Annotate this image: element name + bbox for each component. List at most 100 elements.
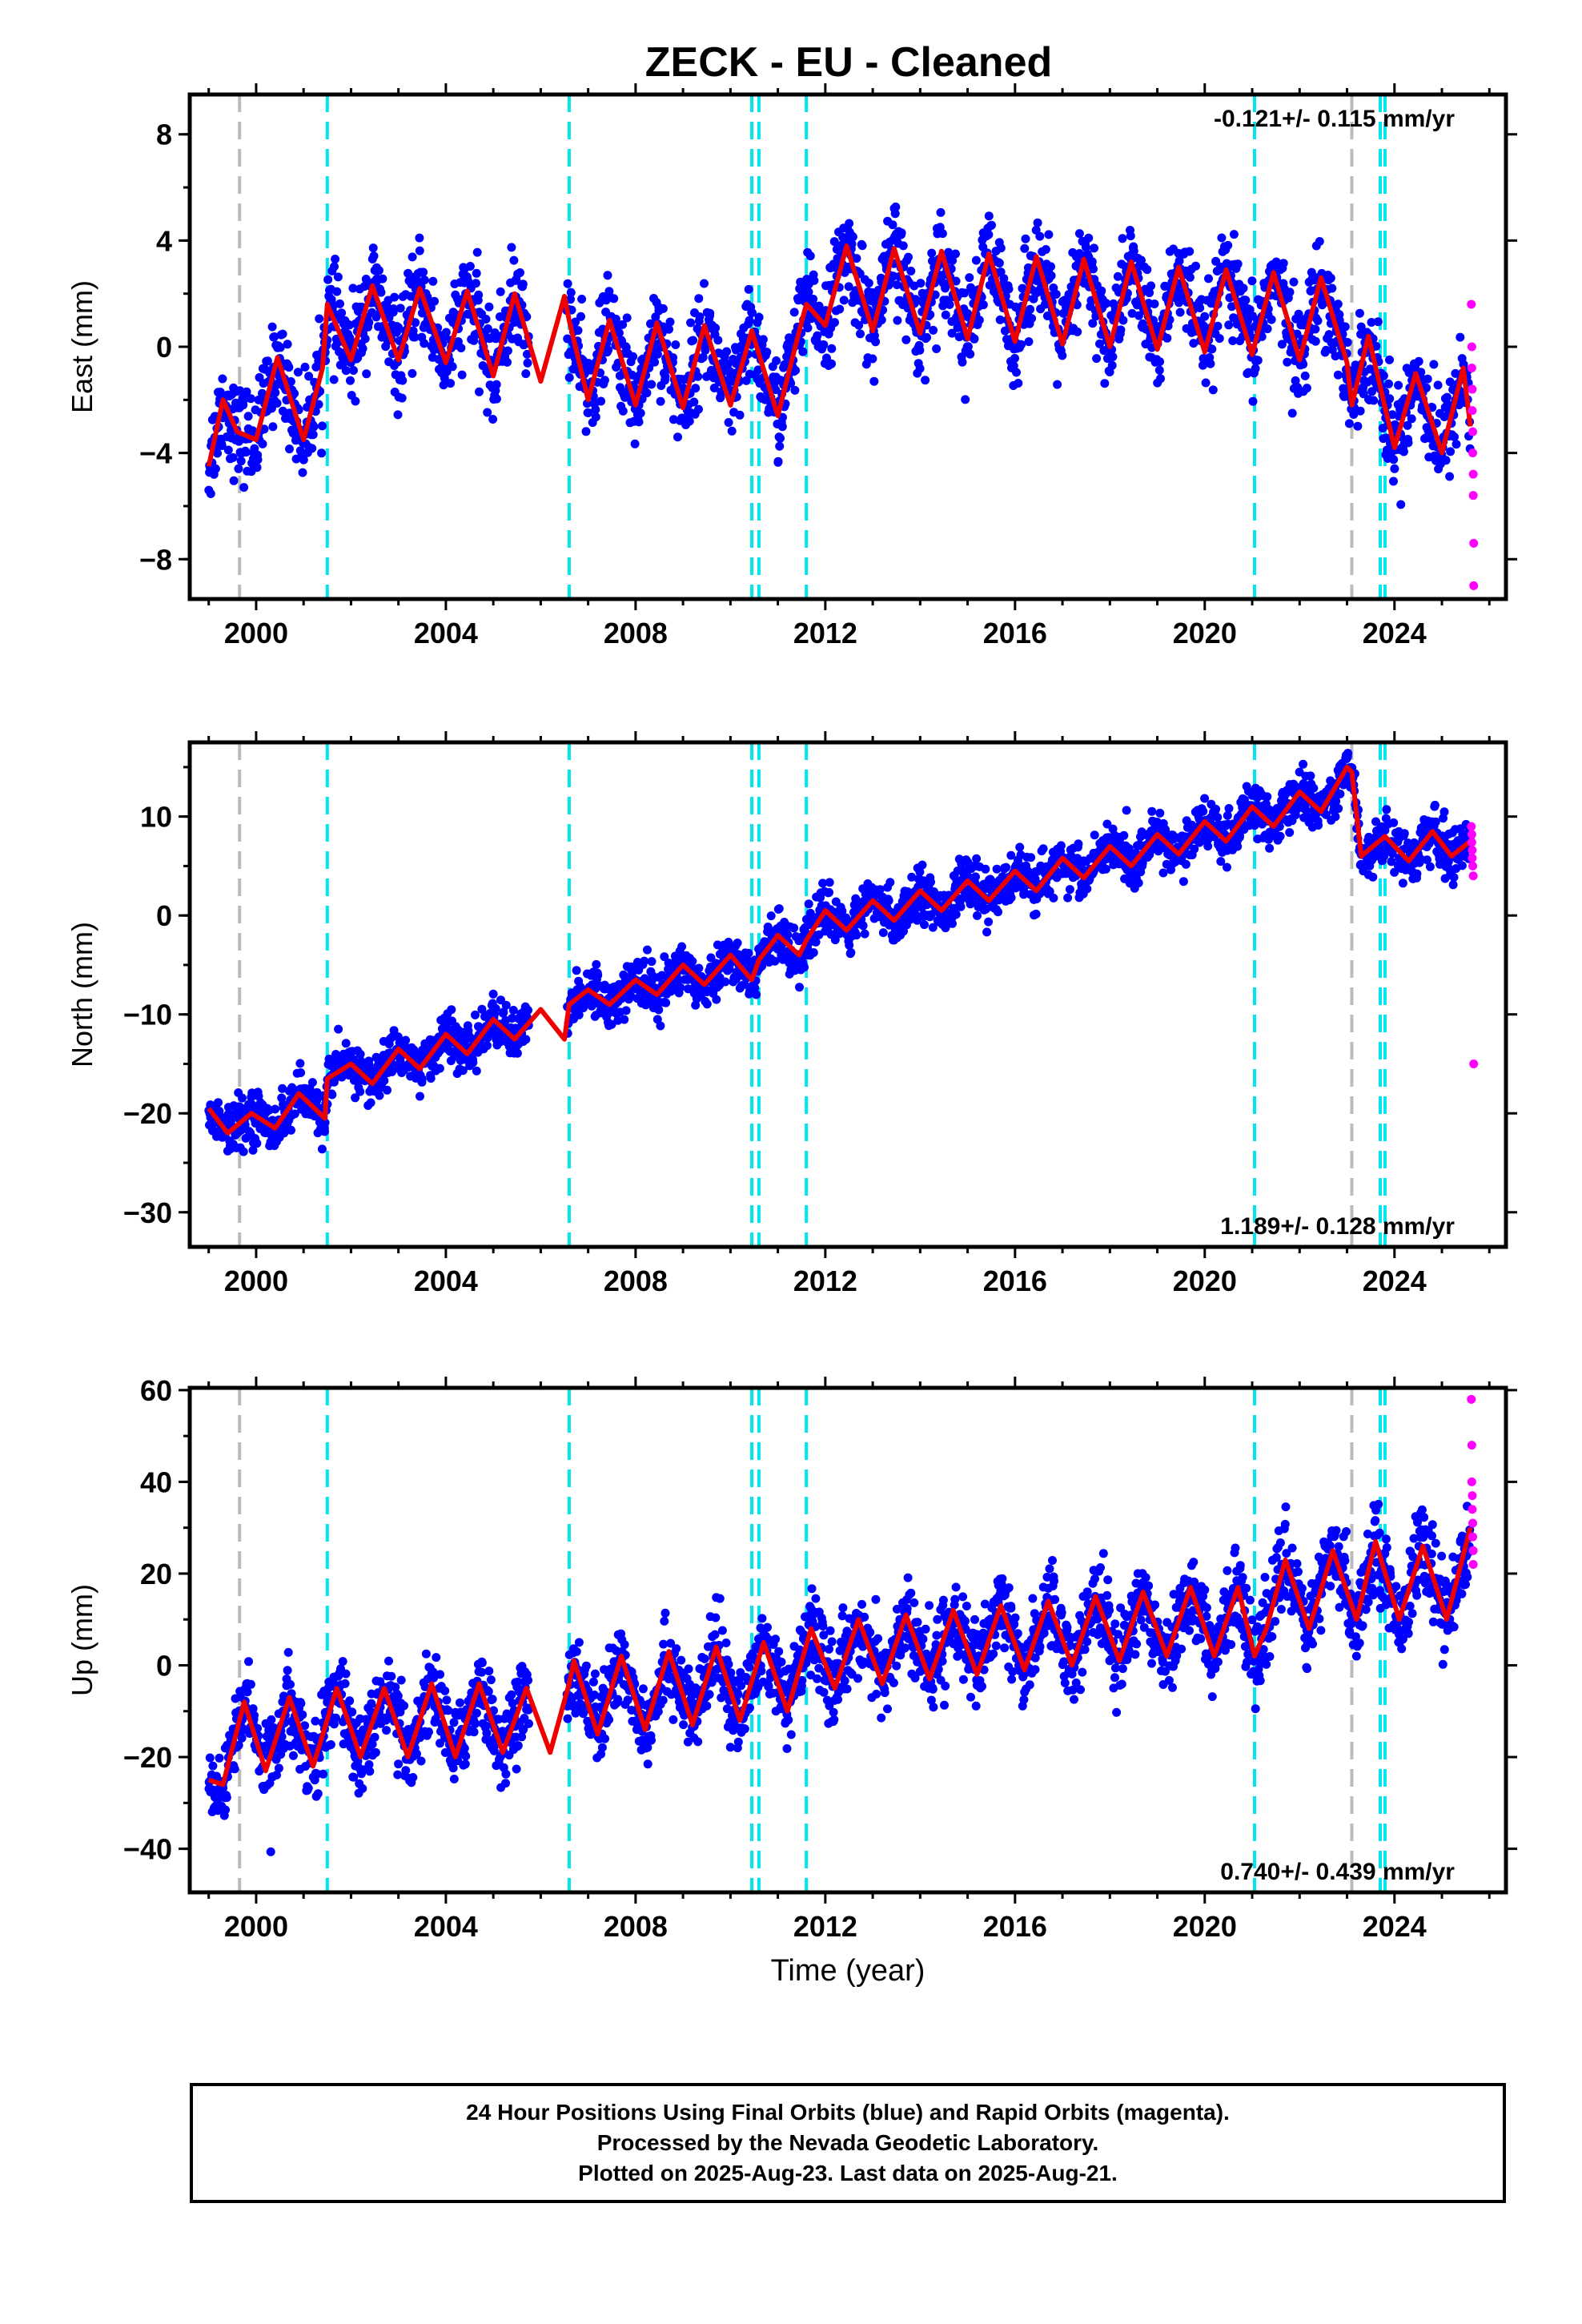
final-orbit-point xyxy=(271,388,280,397)
x-tick-label: 2008 xyxy=(604,617,668,649)
final-orbit-point xyxy=(906,267,916,275)
final-orbit-point xyxy=(915,867,925,877)
final-orbit-point xyxy=(825,887,833,897)
final-orbit-point xyxy=(290,1109,299,1119)
final-orbit-point xyxy=(978,300,988,310)
final-orbit-point xyxy=(307,444,317,453)
final-orbit-point xyxy=(1200,794,1210,803)
final-orbit-point xyxy=(396,304,405,313)
final-orbit-point xyxy=(1309,783,1319,793)
final-orbit-point xyxy=(1046,262,1055,271)
final-orbit-point xyxy=(1108,352,1118,361)
final-orbit-point xyxy=(235,386,245,396)
final-orbit-point xyxy=(278,1084,287,1093)
final-orbit-point xyxy=(677,942,687,951)
final-orbit-point xyxy=(1081,243,1090,252)
final-orbit-point xyxy=(1018,283,1027,293)
final-orbit-point xyxy=(864,279,873,287)
final-orbit-point xyxy=(566,287,576,297)
final-orbit-point xyxy=(448,362,457,372)
final-orbit-point xyxy=(509,255,519,265)
final-orbit-point xyxy=(693,372,703,381)
final-orbit-point xyxy=(330,262,339,271)
final-orbit-point xyxy=(772,356,781,365)
final-orbit-point xyxy=(915,345,925,355)
final-orbit-point xyxy=(733,939,742,947)
final-orbit-point xyxy=(1390,420,1399,429)
final-orbit-point xyxy=(852,254,861,263)
x-tick-label: 2012 xyxy=(793,617,857,649)
final-orbit-point xyxy=(415,233,424,243)
final-orbit-point xyxy=(1073,327,1082,336)
final-orbit-point xyxy=(213,448,222,458)
final-orbit-point xyxy=(705,308,715,318)
final-orbit-point xyxy=(1333,370,1343,380)
final-orbit-point xyxy=(622,313,632,323)
final-orbit-point xyxy=(1224,804,1234,813)
final-orbit-point xyxy=(770,956,780,966)
final-orbit-point xyxy=(875,885,885,895)
final-orbit-point xyxy=(847,239,857,249)
final-orbit-point xyxy=(239,395,249,404)
final-orbit-point xyxy=(845,940,854,950)
final-orbit-point xyxy=(1441,456,1451,465)
final-orbit-point xyxy=(1095,339,1104,348)
final-orbit-point xyxy=(620,1015,629,1024)
final-orbit-point xyxy=(335,299,344,308)
final-orbit-point xyxy=(483,1041,492,1051)
final-orbit-point xyxy=(1092,354,1102,364)
final-orbit-point xyxy=(1021,234,1030,243)
final-orbit-point xyxy=(1227,302,1236,312)
final-orbit-point xyxy=(1283,357,1292,367)
final-orbit-point xyxy=(695,312,705,321)
final-orbit-point xyxy=(1145,288,1154,298)
final-orbit-point xyxy=(869,376,879,386)
final-orbit-point xyxy=(263,356,272,366)
final-orbit-point xyxy=(272,399,282,408)
final-orbit-point xyxy=(1134,879,1143,887)
final-orbit-point xyxy=(341,366,351,376)
final-orbit-point xyxy=(1355,406,1365,416)
final-orbit-point xyxy=(472,247,482,257)
final-orbit-point xyxy=(965,273,974,283)
final-orbit-point xyxy=(375,1091,384,1100)
final-orbit-point xyxy=(1217,233,1227,243)
final-orbit-point xyxy=(1326,273,1335,283)
final-orbit-point xyxy=(688,956,697,966)
final-orbit-point xyxy=(661,372,670,381)
final-orbit-point xyxy=(1355,308,1364,318)
final-orbit-point xyxy=(766,911,776,921)
final-orbit-point xyxy=(878,928,888,938)
final-orbit-point xyxy=(1443,392,1452,402)
final-orbit-point xyxy=(329,375,339,384)
final-orbit-point xyxy=(524,1006,532,1015)
final-orbit-point xyxy=(754,312,764,322)
final-orbit-point xyxy=(744,948,753,958)
final-orbit-point xyxy=(1390,464,1399,473)
final-orbit-point xyxy=(229,476,239,485)
final-orbit-point xyxy=(973,911,982,920)
final-orbit-point xyxy=(984,211,994,221)
final-orbit-point xyxy=(1389,455,1399,464)
final-orbit-point xyxy=(839,296,849,305)
final-orbit-point xyxy=(700,279,709,288)
final-orbit-point xyxy=(1154,365,1164,375)
final-orbit-point xyxy=(1108,824,1118,834)
final-orbit-point xyxy=(701,345,710,355)
final-orbit-point xyxy=(1253,356,1263,365)
final-orbit-point xyxy=(1195,304,1205,312)
final-orbit-point xyxy=(1248,396,1258,406)
final-orbit-point xyxy=(804,899,813,909)
final-orbit-point xyxy=(315,314,324,324)
final-orbit-point xyxy=(783,930,793,939)
final-orbit-point xyxy=(694,404,703,414)
final-orbit-point xyxy=(1074,229,1084,239)
rapid-orbit-point xyxy=(1467,300,1476,309)
final-orbit-point xyxy=(259,424,269,434)
final-orbit-point xyxy=(735,410,745,420)
x-tick-label: 2000 xyxy=(224,617,288,649)
final-orbit-point xyxy=(938,229,947,239)
final-orbit-point xyxy=(368,243,378,253)
final-orbit-point xyxy=(435,1063,444,1073)
final-orbit-point xyxy=(1206,359,1215,368)
